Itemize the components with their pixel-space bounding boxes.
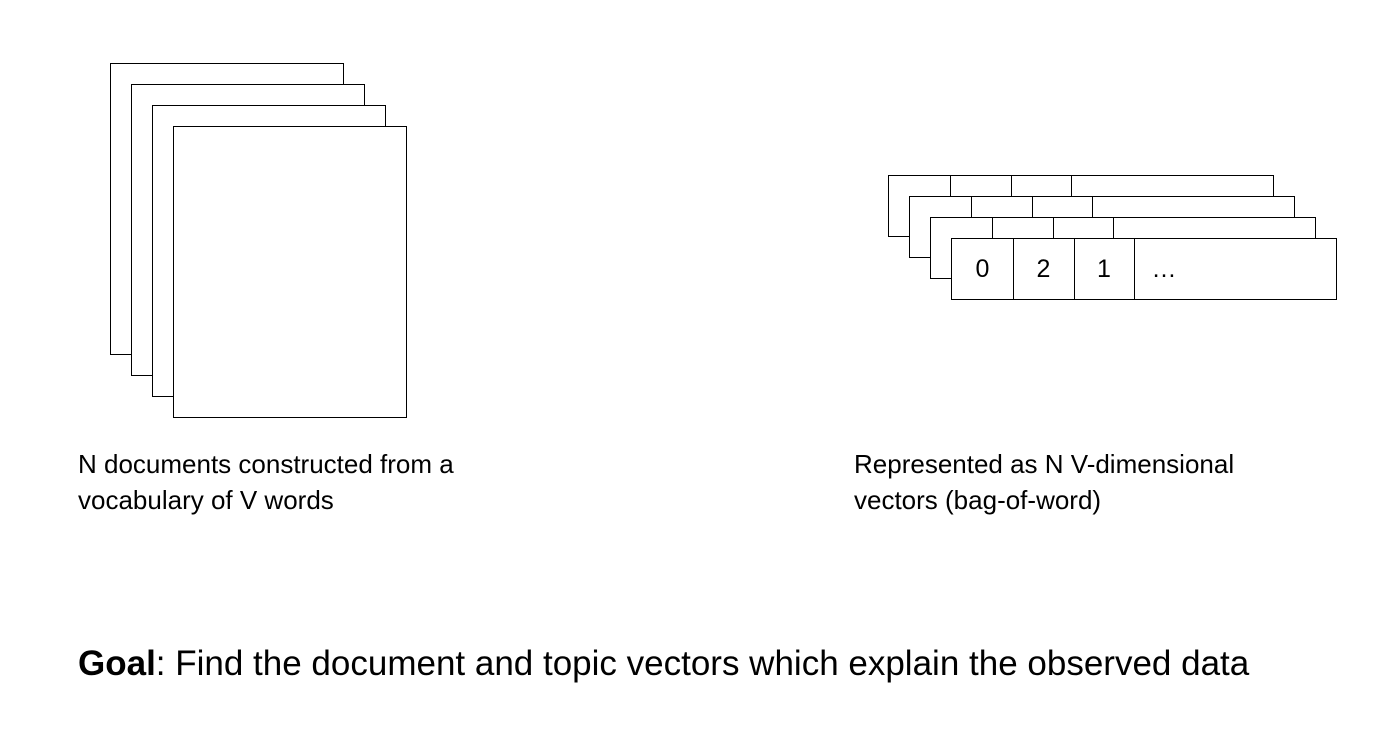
vector-cell-ellipsis: … [1151, 254, 1177, 283]
documents-caption: N documents constructed from a vocabular… [78, 446, 454, 518]
vector-cell-value: 1 [1097, 254, 1111, 283]
goal-label: Goal [78, 644, 156, 683]
goal-text: : Find the document and topic vectors wh… [155, 644, 1250, 683]
cell-divider [1074, 239, 1075, 299]
vector-row-front: 0 2 1 … [951, 238, 1337, 300]
documents-caption-line-1: N documents constructed from a [78, 449, 454, 479]
cell-divider [1013, 239, 1014, 299]
vector-cell-value: 2 [1036, 254, 1051, 283]
vectors-caption-line-2: vectors (bag-of-word) [854, 485, 1102, 515]
documents-caption-line-2: vocabulary of V words [78, 485, 334, 515]
goal-statement: Goal: Find the document and topic vector… [78, 640, 1249, 688]
vector-cell-value: 0 [975, 254, 990, 283]
cell-divider [1134, 239, 1135, 299]
vectors-caption-line-1: Represented as N V-dimensional [854, 449, 1235, 479]
document-page [173, 126, 407, 418]
vectors-caption: Represented as N V-dimensional vectors (… [854, 446, 1234, 518]
